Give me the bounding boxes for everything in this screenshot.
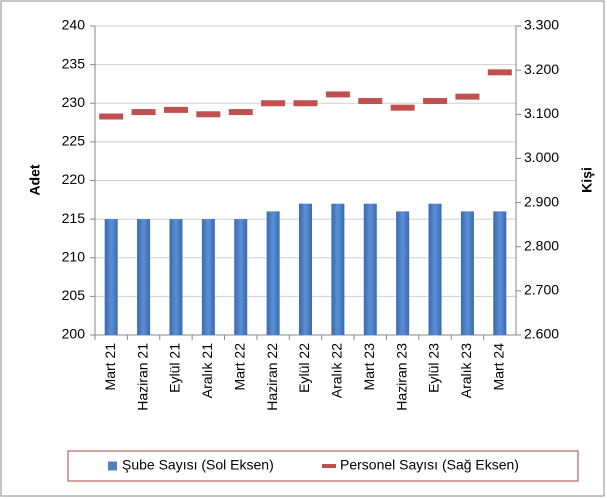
x-tick-label: Mart 24 — [491, 343, 507, 391]
y2-axis-title: Kişi — [579, 167, 595, 193]
x-tick-label: Eylül 21 — [167, 343, 183, 393]
y-tick-label: 240 — [62, 17, 86, 33]
y2-tick-label: 2.700 — [524, 282, 559, 298]
marker — [325, 91, 350, 98]
bar — [428, 203, 442, 335]
bar — [460, 211, 474, 335]
x-tick-label: Aralık 22 — [329, 343, 345, 398]
bar — [493, 211, 507, 335]
x-tick-label: Mart 21 — [102, 343, 118, 391]
y2-tick-label: 2.800 — [524, 237, 559, 253]
y-tick-label: 230 — [62, 94, 86, 110]
marker — [423, 98, 448, 105]
marker — [293, 100, 318, 107]
legend-swatch — [108, 461, 117, 471]
legend-label: Şube Sayısı (Sol Eksen) — [122, 457, 274, 473]
marker — [196, 111, 221, 118]
bar — [234, 219, 248, 335]
y2-tick-label: 2.900 — [524, 193, 559, 209]
bar — [299, 203, 312, 335]
y2-tick-label: 3.300 — [524, 17, 559, 33]
y-tick-label: 220 — [62, 171, 86, 187]
marker — [99, 113, 124, 120]
bar — [137, 219, 151, 335]
bar — [396, 211, 410, 335]
y2-tick-label: 3.000 — [524, 149, 559, 165]
y2-tick-label: 3.100 — [524, 105, 559, 121]
marker — [487, 69, 512, 76]
y2-tick-label: 3.200 — [524, 61, 559, 77]
x-tick-label: Eylül 23 — [426, 343, 442, 393]
y-tick-label: 235 — [62, 55, 86, 71]
marker — [358, 98, 383, 105]
y-tick-label: 215 — [62, 210, 86, 226]
bar — [169, 219, 183, 335]
x-tick-label: Aralık 23 — [458, 343, 474, 398]
y2-tick-label: 2.600 — [524, 326, 559, 342]
x-tick-label: Mart 23 — [361, 343, 377, 391]
y-tick-label: 210 — [62, 248, 86, 264]
x-tick-label: Mart 22 — [231, 343, 247, 391]
x-tick-label: Eylül 22 — [296, 343, 312, 393]
y-axis-title: Adet — [27, 164, 43, 195]
marker — [390, 104, 415, 111]
bar — [363, 203, 377, 335]
y-tick-label: 205 — [62, 287, 86, 303]
y-tick-label: 225 — [62, 133, 86, 149]
marker — [228, 109, 253, 116]
bar — [266, 211, 280, 335]
marker — [261, 100, 286, 107]
marker — [131, 109, 156, 116]
y-tick-label: 200 — [62, 326, 86, 342]
legend-label: Personel Sayısı (Sağ Eksen) — [340, 457, 519, 473]
bar — [104, 219, 118, 335]
x-tick-label: Haziran 22 — [264, 343, 280, 411]
legend-swatch — [322, 464, 336, 468]
x-tick-label: Haziran 23 — [393, 343, 409, 411]
marker — [455, 93, 480, 100]
bar — [331, 203, 345, 335]
x-tick-label: Haziran 21 — [134, 343, 150, 411]
bar — [201, 219, 215, 335]
x-tick-label: Aralık 21 — [199, 343, 215, 398]
marker — [163, 106, 188, 113]
